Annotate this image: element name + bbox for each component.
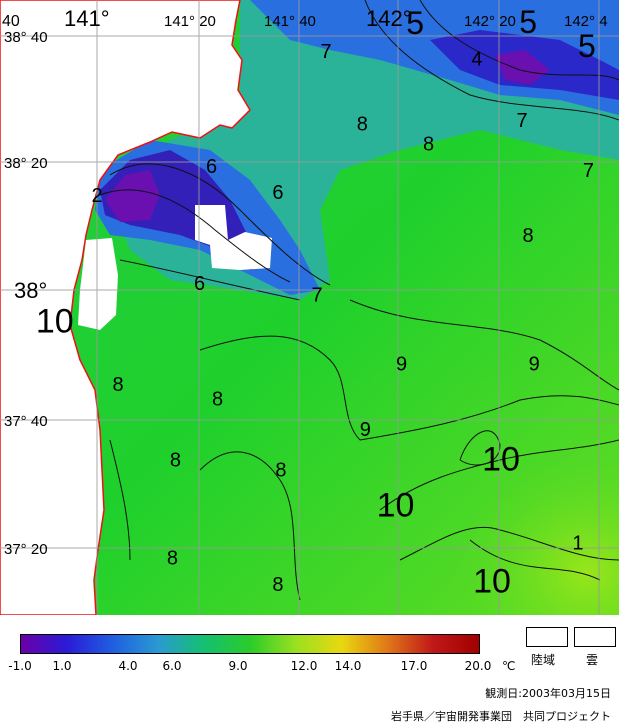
colorbar-tick: 9.0 bbox=[228, 659, 248, 673]
contour-label: 7 bbox=[312, 285, 323, 307]
contour-label: 7 bbox=[583, 160, 594, 182]
contour-label: 5 bbox=[519, 4, 537, 40]
contour-label: 9 bbox=[396, 354, 407, 376]
lat-label-38: 38° bbox=[14, 278, 47, 303]
contour-lines bbox=[99, 0, 619, 601]
colorbar-tick: 17.0 bbox=[400, 659, 428, 673]
contour-label: 10 bbox=[482, 441, 520, 479]
colorbar-tick: -1.0 bbox=[8, 659, 32, 673]
contour-label: 9 bbox=[529, 354, 540, 376]
lon-label-142: 142° bbox=[366, 6, 412, 31]
land-legend-swatch bbox=[526, 627, 568, 647]
contour-label: 6 bbox=[272, 182, 283, 204]
contour-label: 1 bbox=[572, 532, 583, 554]
colorbar-gradient bbox=[20, 634, 480, 654]
contour-label: 10 bbox=[36, 302, 74, 340]
colorbar-tick: 4.0 bbox=[118, 659, 138, 673]
coldest-core-coastal bbox=[105, 170, 160, 222]
credit-text: 岩手県／宇宙開発事業団 共同プロジェクト bbox=[391, 710, 611, 723]
corner-label: 40 bbox=[2, 13, 20, 30]
warm-water-zone bbox=[300, 330, 619, 615]
contour-label: 7 bbox=[517, 110, 528, 132]
lat-label-37-40: 37° 40 bbox=[4, 413, 48, 430]
contour-label: 8 bbox=[167, 548, 178, 570]
lon-label-141-40: 141° 40 bbox=[264, 13, 316, 30]
colorbar-tick: 20.0 bbox=[464, 659, 492, 673]
contour-label: 8 bbox=[212, 388, 223, 410]
coldest-core-ne bbox=[495, 50, 550, 85]
lat-label-38-20: 38° 20 bbox=[4, 155, 48, 172]
contour-label: 8 bbox=[272, 574, 283, 596]
contour-label: 6 bbox=[194, 273, 205, 295]
lat-label-37-20: 37° 20 bbox=[4, 541, 48, 558]
contour-label-layer: 5 5 5 4 7 7 7 8 8 8 6 6 6 2 7 10 8 8 8 8 8 8 9 9 9 10 10 10 1 bbox=[36, 4, 596, 600]
contour-label: 8 bbox=[423, 134, 434, 156]
colorbar bbox=[20, 634, 480, 654]
contour-label: 10 bbox=[377, 487, 415, 525]
colorbar-tick: 6.0 bbox=[162, 659, 182, 673]
observation-date: 観測日:2003年03月15日 bbox=[485, 687, 611, 700]
contour-label: 2 bbox=[91, 185, 102, 207]
contour-label: 8 bbox=[275, 459, 286, 481]
cloud-legend-label: 雲 bbox=[586, 653, 599, 667]
cloud-patch bbox=[195, 205, 272, 270]
lon-label-142-40: 142° 4 bbox=[564, 13, 608, 30]
colorbar-tick: 12.0 bbox=[290, 659, 318, 673]
contour-label: 8 bbox=[113, 374, 124, 396]
contour-label: 5 bbox=[406, 5, 424, 41]
contour-label: 8 bbox=[170, 450, 181, 472]
contour-label: 5 bbox=[578, 28, 596, 64]
temperature-unit: ℃ bbox=[502, 659, 516, 673]
colorbar-tick: 14.0 bbox=[334, 659, 362, 673]
land-area bbox=[0, 0, 251, 615]
lon-label-141: 141° bbox=[64, 6, 110, 31]
contour-label: 8 bbox=[523, 225, 534, 247]
contour-label: 7 bbox=[321, 41, 332, 63]
contour-label: 8 bbox=[357, 114, 368, 136]
lon-label-142-20: 142° 20 bbox=[464, 13, 516, 30]
sst-map: 40 141° 141° 20 141° 40 142° 142° 20 142… bbox=[0, 0, 619, 615]
contour-label: 6 bbox=[206, 156, 217, 178]
cloud-legend-swatch bbox=[574, 627, 616, 647]
colorbar-tick: 1.0 bbox=[52, 659, 72, 673]
lat-label-38-40: 38° 40 bbox=[4, 29, 48, 46]
graticule bbox=[0, 0, 619, 615]
contour-label: 4 bbox=[471, 49, 482, 71]
cloud-patch-coast bbox=[78, 238, 118, 330]
lon-label-141-20: 141° 20 bbox=[164, 13, 216, 30]
contour-label: 10 bbox=[473, 562, 511, 600]
contour-label: 9 bbox=[360, 419, 371, 441]
land-legend-label: 陸域 bbox=[531, 653, 556, 667]
